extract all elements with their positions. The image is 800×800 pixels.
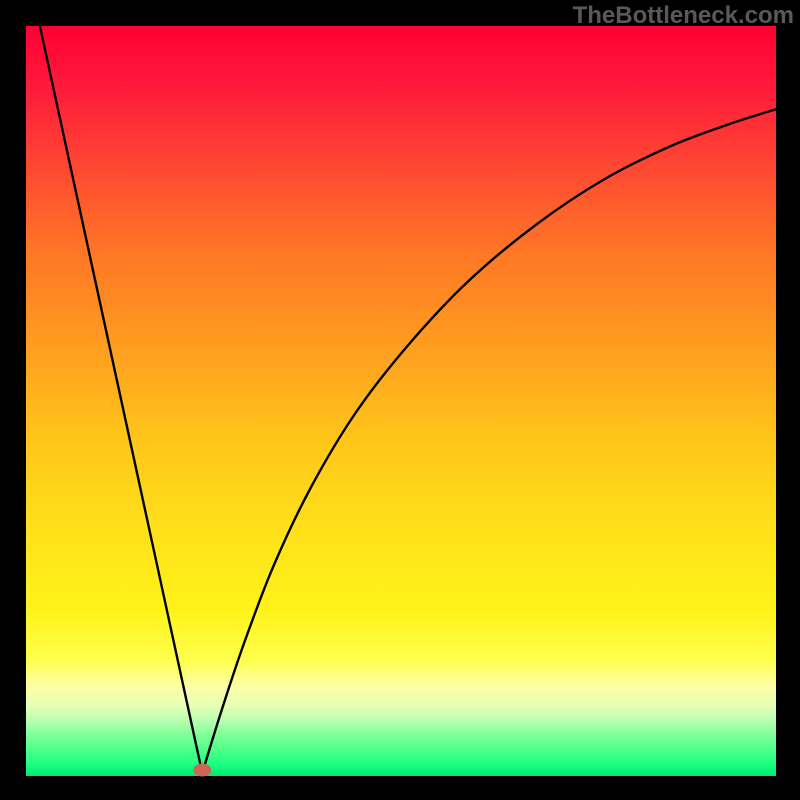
watermark-text: TheBottleneck.com bbox=[573, 2, 794, 30]
chart-svg bbox=[0, 0, 800, 800]
plot-background bbox=[26, 26, 776, 776]
minimum-marker bbox=[193, 764, 211, 777]
chart-container: TheBottleneck.com bbox=[0, 0, 800, 800]
